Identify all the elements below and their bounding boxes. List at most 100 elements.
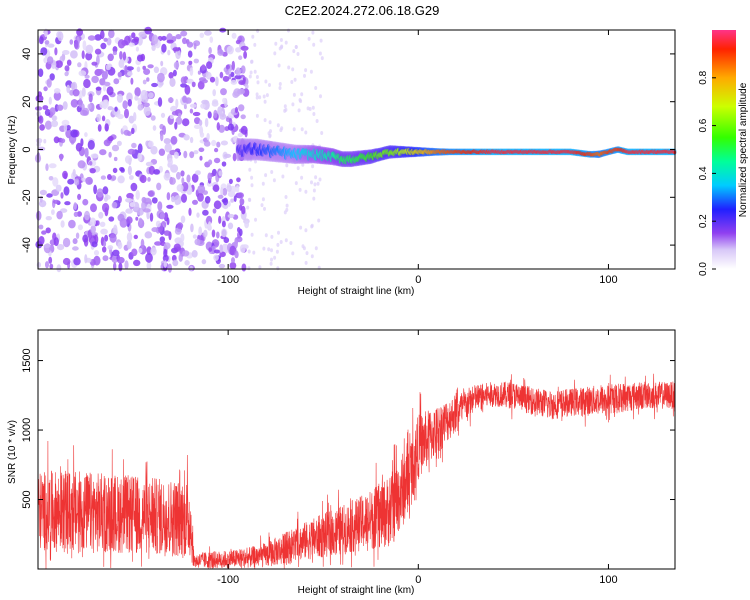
noise-blob [112, 46, 118, 53]
noise-blob [55, 60, 63, 68]
spectrogram-ylabel: Frequency (Hz) [7, 116, 18, 185]
noise-blob [78, 70, 87, 77]
noise-blob [168, 72, 174, 79]
noise-blob [180, 233, 185, 242]
y-tick-label: 20 [21, 96, 33, 108]
noise-blob [270, 248, 273, 253]
noise-blob [39, 36, 44, 45]
noise-blob [284, 238, 288, 243]
noise-blob [50, 120, 59, 128]
noise-blob [148, 165, 155, 175]
noise-blob [62, 257, 71, 266]
noise-blob [243, 50, 248, 59]
noise-blob [158, 148, 166, 156]
noise-blob [112, 249, 120, 257]
noise-blob [237, 192, 244, 199]
noise-blob [69, 39, 74, 45]
noise-blob [137, 152, 142, 162]
noise-blob [66, 59, 72, 66]
noise-blob [184, 84, 191, 95]
noise-blob [175, 49, 182, 60]
colorbar-ticks: 0.0 0.2 0.4 0.6 0.8 [698, 70, 716, 276]
noise-blob [240, 65, 246, 74]
noise-blob [88, 93, 93, 103]
noise-blob [45, 261, 49, 269]
noise-blob [297, 108, 301, 113]
noise-blob [311, 164, 315, 169]
noise-blob [188, 60, 193, 65]
noise-blob [219, 244, 223, 253]
noise-blob [246, 205, 250, 210]
noise-blob [220, 140, 228, 146]
noise-blob [261, 181, 265, 186]
noise-blob [87, 35, 96, 41]
noise-blob [107, 53, 114, 62]
noise-blob [318, 51, 322, 56]
noise-blob [102, 246, 107, 253]
noise-blob [133, 259, 141, 267]
noise-blob [310, 180, 313, 185]
noise-blob [129, 202, 136, 208]
noise-blob [101, 115, 106, 122]
noise-blob [270, 234, 274, 239]
noise-blob [247, 266, 251, 271]
noise-blob [208, 159, 213, 165]
noise-blob [258, 265, 262, 270]
noise-blob [217, 194, 224, 199]
noise-blob [283, 104, 287, 109]
noise-blob [320, 131, 324, 135]
noise-blob [230, 198, 235, 203]
noise-blob [176, 222, 184, 230]
noise-blob [80, 109, 88, 116]
noise-blob [247, 197, 251, 202]
noise-blob [94, 48, 102, 55]
y-tick-label: 0 [21, 146, 33, 152]
noise-blob [128, 115, 135, 124]
noise-blob [174, 200, 179, 206]
noise-blob [38, 115, 44, 124]
noise-blob [280, 126, 284, 131]
noise-blob [138, 247, 143, 254]
noise-blob [201, 64, 206, 71]
noise-blob [235, 67, 242, 76]
noise-blob [147, 190, 154, 197]
noise-blob [112, 51, 117, 56]
noise-blob [240, 114, 246, 120]
noise-blob [213, 157, 221, 164]
noise-blob [174, 121, 178, 130]
noise-blob [85, 52, 93, 61]
noise-blob [171, 195, 175, 203]
noise-blob [91, 75, 99, 84]
noise-blob [111, 201, 118, 209]
noise-blob [191, 173, 199, 183]
noise-blob [68, 219, 76, 229]
noise-blob [53, 237, 59, 247]
noise-blob [192, 111, 201, 117]
noise-blob [277, 63, 281, 68]
noise-blob [45, 227, 51, 234]
noise-blob [310, 254, 314, 259]
noise-blob [36, 142, 41, 147]
noise-blob [140, 89, 148, 100]
snr-panel: -100 0 100 500 1000 1500 Height of straight l… [7, 329, 676, 596]
noise-blob [181, 177, 185, 185]
noise-blob [294, 45, 298, 49]
noise-blob [277, 230, 280, 235]
noise-blob [234, 239, 238, 249]
noise-blob [72, 89, 80, 97]
noise-blob [202, 209, 209, 216]
noise-blob [228, 118, 233, 126]
noise-blob [45, 216, 52, 221]
noise-blob [180, 215, 186, 224]
noise-blob [149, 212, 154, 222]
noise-blob [125, 197, 133, 203]
noise-blob [293, 77, 297, 82]
noise-blob [212, 208, 217, 214]
noise-blob [56, 264, 62, 273]
noise-blob [237, 132, 243, 138]
noise-blob [131, 248, 138, 257]
noise-blob [195, 170, 201, 176]
noise-blob [108, 151, 112, 158]
noise-blob [247, 249, 251, 254]
